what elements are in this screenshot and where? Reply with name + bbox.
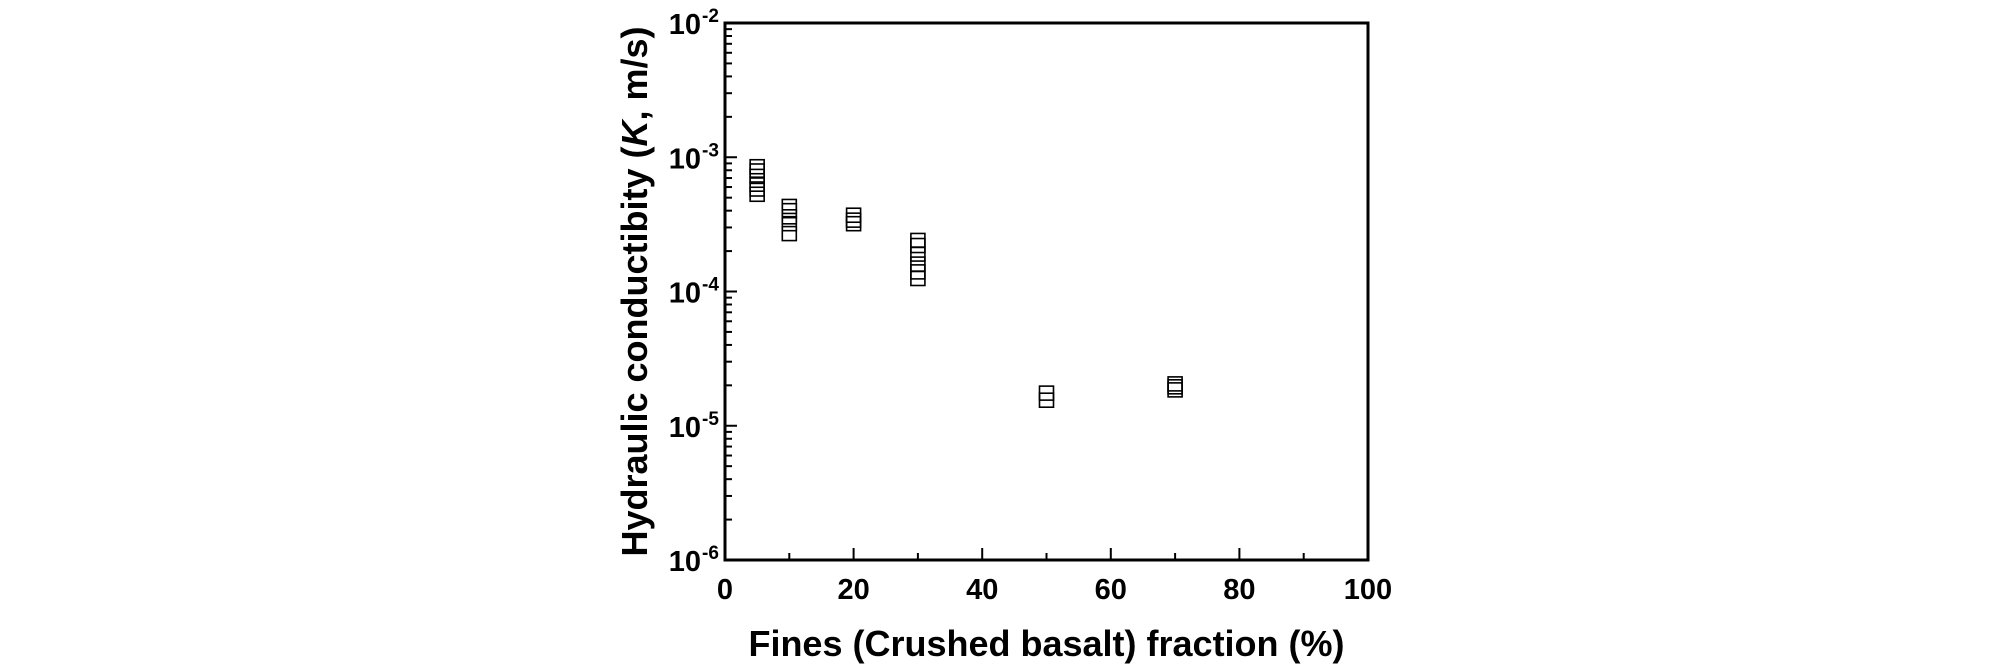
data-point bbox=[1038, 392, 1055, 408]
y-tick-label: 10 bbox=[669, 278, 701, 310]
data-point bbox=[781, 215, 798, 232]
data-point bbox=[749, 158, 765, 175]
x-tick-label: 80 bbox=[1223, 574, 1255, 606]
data-point bbox=[910, 232, 926, 249]
y-tick-exponent: -3 bbox=[702, 140, 719, 161]
data-point bbox=[749, 186, 765, 203]
y-axis-label-variable: K bbox=[614, 117, 655, 146]
y-tick-exponent: -6 bbox=[702, 543, 719, 564]
data-point bbox=[1167, 379, 1183, 395]
data-point bbox=[910, 246, 926, 262]
x-axis-label: Fines (Crushed basalt) fraction (%) bbox=[748, 623, 1344, 664]
y-axis-label-text: Hydraulic conductibity ( bbox=[614, 146, 655, 556]
data-point bbox=[1167, 382, 1183, 398]
data-point bbox=[749, 163, 765, 179]
data-point bbox=[910, 237, 926, 254]
data-point bbox=[845, 212, 862, 228]
data-point bbox=[910, 270, 926, 287]
axis-ticks bbox=[724, 22, 1369, 561]
y-tick-label: 10 bbox=[669, 546, 701, 578]
y-axis-label-unit: , m/s) bbox=[614, 26, 655, 120]
y-axis-label: Hydraulic conductibity (K, m/s) bbox=[614, 26, 655, 556]
x-tick-label: 20 bbox=[837, 574, 869, 606]
data-point bbox=[1167, 376, 1183, 392]
data-points bbox=[749, 158, 1183, 408]
y-tick-exponent: -4 bbox=[702, 275, 719, 296]
y-tick-label: 10 bbox=[669, 143, 701, 175]
x-tick-label: 40 bbox=[966, 574, 998, 606]
data-point bbox=[781, 198, 798, 215]
y-tick-label: 10 bbox=[669, 412, 701, 444]
data-point bbox=[781, 202, 798, 219]
x-tick-label: 100 bbox=[1344, 574, 1392, 606]
plot-frame bbox=[723, 21, 1370, 562]
y-tick-exponent: -2 bbox=[702, 6, 719, 27]
data-point bbox=[781, 225, 798, 242]
data-point bbox=[845, 207, 862, 224]
y-tick-label: 10 bbox=[669, 9, 701, 41]
x-tick-label: 0 bbox=[717, 574, 733, 606]
y-tick-exponent: -5 bbox=[702, 409, 719, 430]
data-point bbox=[845, 215, 862, 232]
x-tick-label: 60 bbox=[1095, 574, 1127, 606]
